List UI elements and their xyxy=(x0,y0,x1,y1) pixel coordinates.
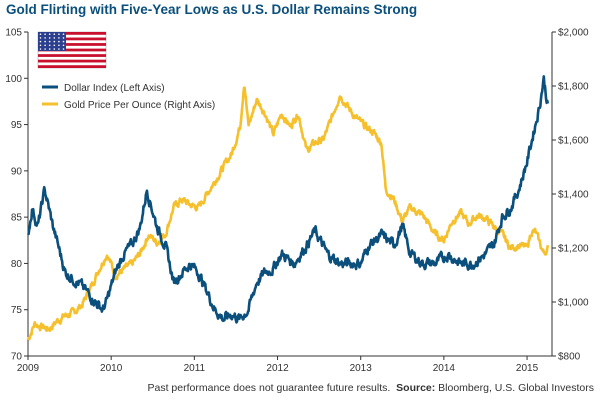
left-tick-label: 70 xyxy=(11,352,23,363)
x-tick-label: 2011 xyxy=(184,363,206,374)
flag-star xyxy=(58,40,60,43)
left-tick-label: 95 xyxy=(11,120,23,131)
chart-title: Gold Flirting with Five-Year Lows as U.S… xyxy=(6,2,418,17)
right-tick-label: $1,200 xyxy=(558,244,589,255)
left-tick-label: 80 xyxy=(11,259,23,270)
flag-star xyxy=(53,37,56,39)
flag-star xyxy=(44,44,46,47)
flag-star xyxy=(39,37,42,39)
us-flag-icon xyxy=(37,31,107,69)
legend-label-gold: Gold Price Per Ounce (Right Axis) xyxy=(64,100,215,111)
series-layer xyxy=(26,75,550,341)
x-axis: 2009 2010 2011 2012 2013 2014 2015 xyxy=(17,356,539,374)
flag-star xyxy=(44,40,46,43)
x-tick-label: 2014 xyxy=(433,363,456,374)
flag-star xyxy=(53,40,56,43)
flag-star xyxy=(39,44,42,47)
right-tick-label: $800 xyxy=(558,352,581,363)
source: Bloomberg, U.S. Global Investors xyxy=(438,382,594,394)
series-line-dollar-index xyxy=(27,75,550,324)
flag-stripe xyxy=(38,32,106,35)
flag-star xyxy=(53,48,56,50)
flag-star xyxy=(53,33,56,35)
flag-star xyxy=(39,48,42,50)
left-axis: 70 75 80 85 90 95 100 105 xyxy=(5,28,28,363)
flag-star xyxy=(44,37,46,39)
flag-star xyxy=(48,48,51,50)
flag-star xyxy=(58,33,60,35)
flag-star xyxy=(53,44,56,47)
flag-star xyxy=(58,37,60,39)
flag-stripe xyxy=(38,65,106,68)
right-tick-label: $1,600 xyxy=(558,136,589,147)
left-tick-label: 100 xyxy=(5,74,22,85)
footer: Past performance does not guarantee futu… xyxy=(148,382,595,394)
right-tick-label: $1,800 xyxy=(558,82,589,93)
disclaimer: Past performance does not guarantee futu… xyxy=(147,382,391,394)
flag-star xyxy=(39,40,42,43)
right-tick-label: $2,000 xyxy=(558,28,589,39)
right-axis: $800 $1,000 $1,200 $1,400 $1,600 $1,800 $2,000 xyxy=(552,28,589,363)
flag-star xyxy=(58,48,60,50)
legend-label-dollar: Dollar Index (Left Axis) xyxy=(64,83,165,94)
right-tick-label: $1,000 xyxy=(558,298,589,309)
flag-star xyxy=(44,48,46,50)
flag-star xyxy=(58,44,60,47)
left-tick-label: 90 xyxy=(11,166,23,177)
legend: Dollar Index (Left Axis) Gold Price Per … xyxy=(42,83,215,111)
flag-star xyxy=(39,33,42,35)
flag-star xyxy=(44,33,46,35)
flag-star xyxy=(62,40,65,43)
flag-stripe xyxy=(38,37,106,41)
flag-stripe xyxy=(38,59,106,63)
flag-stripe xyxy=(38,54,106,57)
flag-star xyxy=(62,44,65,47)
left-tick-label: 75 xyxy=(11,305,23,316)
flag-star xyxy=(62,37,65,39)
left-tick-label: 105 xyxy=(5,28,22,39)
plot-frame xyxy=(27,32,553,357)
x-tick-label: 2010 xyxy=(100,363,123,374)
left-tick-label: 85 xyxy=(11,213,23,224)
x-tick-label: 2015 xyxy=(516,363,539,374)
flag-star xyxy=(62,48,65,50)
x-tick-label: 2013 xyxy=(350,363,373,374)
x-tick-label: 2012 xyxy=(266,363,289,374)
flag-star xyxy=(62,33,65,35)
source-label: Source: xyxy=(396,382,436,394)
flag-stripe xyxy=(38,43,106,46)
right-tick-label: $1,400 xyxy=(558,190,589,201)
flag-star xyxy=(48,37,51,39)
flag-stripe xyxy=(38,48,106,52)
flag-star xyxy=(48,33,51,35)
x-tick-label: 2009 xyxy=(17,363,40,374)
flag-star xyxy=(48,44,51,47)
flag-star xyxy=(48,40,51,43)
